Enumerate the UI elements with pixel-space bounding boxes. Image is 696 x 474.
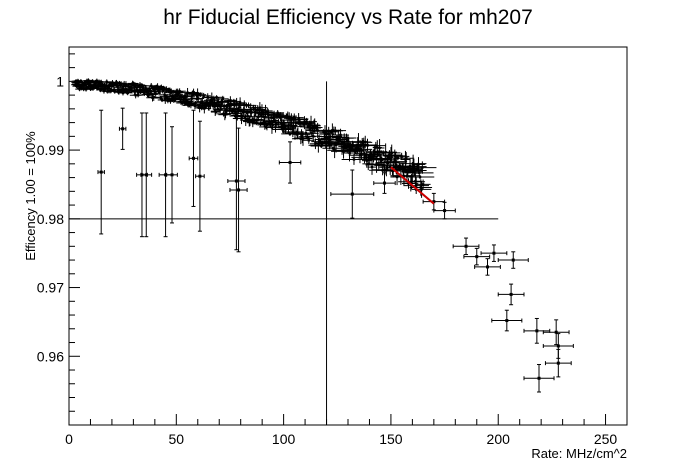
data-point: [330, 169, 375, 219]
data-point: [357, 138, 378, 152]
data-point: [544, 348, 572, 378]
data-point: [411, 157, 426, 172]
data-point: [497, 283, 525, 306]
plot-frame: [68, 46, 628, 426]
data-point: [214, 99, 230, 105]
data-point: [405, 169, 434, 176]
data-point: [147, 93, 160, 101]
data-point: [208, 95, 225, 100]
data-point: [411, 180, 432, 198]
x-axis: 0 50 100 150 200 250: [65, 414, 628, 447]
data-point: [400, 150, 411, 169]
data-points: [97, 107, 574, 393]
y-tick-label: 1: [56, 73, 64, 89]
x-tick-label: 250: [594, 431, 618, 447]
data-point: [411, 163, 423, 175]
data-point: [227, 97, 246, 109]
data-point: [542, 319, 570, 346]
data-point: [523, 364, 555, 393]
data-point: [248, 116, 266, 123]
data-point: [342, 135, 354, 141]
chart-title: hr Fiducial Efficiency vs Rate for mh207: [163, 6, 533, 29]
data-point: [227, 111, 246, 251]
data-point: [192, 88, 203, 99]
data-point: [408, 161, 437, 174]
data-point: [474, 258, 501, 276]
data-point: [303, 136, 315, 144]
data-point: [195, 120, 205, 232]
data-point: [210, 109, 221, 115]
data-point: [497, 251, 529, 269]
data-point: [405, 174, 435, 180]
x-axis-title: Rate: MHz/cm^2: [531, 446, 627, 461]
x-tick-label: 0: [65, 431, 73, 447]
data-point: [278, 141, 302, 184]
y-tick-label: 0.97: [37, 280, 64, 296]
data-point: [491, 309, 523, 332]
data-point: [374, 139, 385, 157]
x-tick-label: 100: [272, 431, 296, 447]
data-point: [393, 152, 410, 161]
y-axis: 0.96 0.97 0.98 0.99 1: [37, 53, 80, 426]
data-point: [367, 159, 377, 175]
data-point: [374, 143, 397, 161]
x-tick-label: 50: [169, 431, 185, 447]
data-point: [173, 88, 186, 95]
data-point: [398, 152, 415, 165]
data-point: [140, 112, 153, 238]
data-point: [415, 179, 431, 190]
data-band: [71, 78, 437, 198]
data-point: [252, 102, 268, 114]
y-axis-title: Efficency 1.00 = 100%: [23, 131, 38, 261]
x-tick-label: 200: [487, 431, 511, 447]
x-tick-label: 150: [379, 431, 403, 447]
data-point: [343, 144, 356, 162]
data-point: [373, 172, 396, 194]
data-point: [452, 237, 480, 256]
data-point: [166, 126, 178, 224]
y-tick-label: 0.96: [37, 348, 64, 364]
data-point: [114, 86, 126, 94]
data-point: [403, 177, 430, 194]
data-point: [359, 135, 371, 149]
data-point: [232, 112, 251, 125]
data-point: [463, 247, 491, 266]
data-point: [282, 113, 301, 127]
y-tick-label: 0.99: [37, 142, 64, 158]
data-point: [178, 92, 192, 100]
y-tick-label: 0.98: [37, 211, 64, 227]
fit-line-group: [390, 166, 435, 205]
data-point: [284, 113, 304, 122]
data-point: [480, 244, 508, 262]
data-point: [118, 107, 127, 150]
data-point: [523, 317, 551, 344]
data-point: [188, 109, 199, 207]
data-point: [229, 127, 248, 253]
data-point: [422, 192, 446, 211]
data-point: [97, 109, 105, 235]
data-point: [433, 201, 456, 220]
fit-line: [390, 166, 435, 205]
data-point: [132, 92, 144, 98]
data-point: [296, 117, 317, 126]
data-point: [304, 130, 319, 137]
data-point: [282, 126, 304, 138]
